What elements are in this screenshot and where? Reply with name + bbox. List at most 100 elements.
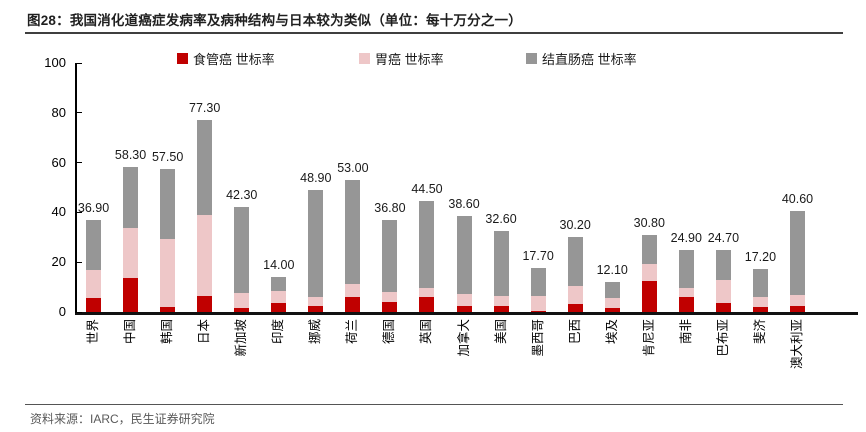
bar-segment-gastric (456, 294, 472, 306)
x-axis-category-label: 德国 (382, 319, 397, 345)
bar-total-label: 77.30 (189, 100, 221, 115)
bar-segment-gastric (678, 287, 694, 297)
bar-segment-colorectal (123, 166, 139, 228)
y-axis-tick-label: 60 (51, 154, 66, 170)
bar-segment-esophageal (456, 305, 472, 312)
bar-segment-colorectal (419, 201, 435, 288)
bar-segment-esophageal (123, 278, 139, 312)
legend-swatch-icon (359, 52, 370, 64)
x-axis-category-label: 巴西 (567, 319, 582, 345)
figure-title: 图28：我国消化道癌症发病率及病种结构与日本较为类似（单位：每十万分之一） (27, 13, 522, 28)
bar-total-label: 40.60 (781, 191, 814, 206)
x-axis-category-label: 巴布亚 (715, 319, 730, 357)
bar-total-label: 12.10 (596, 262, 628, 277)
x-axis-category-label: 英国 (419, 319, 434, 345)
bar-total-label: 14.00 (263, 258, 295, 273)
bar-segment-colorectal (752, 269, 768, 298)
bar-total-label: 48.90 (300, 171, 332, 186)
bar-segment-esophageal (641, 280, 657, 312)
bar-segment-esophageal (308, 306, 324, 312)
bar-segment-gastric (530, 296, 546, 311)
bar-segment-esophageal (419, 296, 435, 312)
bar-segment-gastric (493, 295, 509, 307)
bar-segment-esophageal (789, 306, 805, 312)
bar-segment-colorectal (641, 235, 657, 264)
y-axis-tick (75, 211, 82, 213)
legend-label: 结直肠癌 世标率 (542, 51, 637, 67)
legend-swatch-icon (177, 52, 188, 64)
bar-segment-colorectal (271, 277, 287, 291)
bar-segment-esophageal (197, 296, 213, 312)
bar-segment-gastric (123, 227, 139, 279)
bar-total-label: 24.90 (670, 230, 702, 245)
legend-swatch-icon (526, 52, 537, 64)
y-axis-tick (75, 261, 82, 263)
bar-total-label: 36.80 (374, 201, 406, 216)
bar-segment-gastric (86, 269, 102, 298)
bar-segment-gastric (567, 285, 583, 304)
bar-total-label: 44.50 (411, 182, 443, 197)
bar-segment-esophageal (530, 310, 546, 312)
bar-segment-esophageal (234, 308, 250, 312)
x-axis-category-label: 美国 (493, 319, 508, 345)
x-axis-category-label: 日本 (197, 319, 212, 345)
bar-total-label: 38.60 (448, 196, 480, 211)
stacked-bar-chart: 食管癌 世标率 胃癌 世标率 结直肠癌 世标率 0 20 40 60 80 100 36.90 世界… (0, 40, 866, 400)
bar-segment-colorectal (86, 220, 102, 270)
legend-item: 胃癌 世标率 (359, 51, 444, 67)
bar-total-label: 53.00 (337, 161, 369, 176)
bar-segment-esophageal (567, 303, 583, 312)
bar-segment-esophageal (382, 302, 398, 312)
bar-segment-colorectal (530, 267, 546, 297)
bar-segment-esophageal (345, 297, 361, 312)
bar-segment-colorectal (789, 210, 805, 296)
bar-segment-gastric (604, 298, 620, 309)
bar-segment-colorectal (197, 119, 213, 215)
x-axis-category-label: 墨西哥 (530, 319, 545, 357)
bar-segment-esophageal (86, 297, 102, 312)
footer-divider (25, 404, 843, 405)
bar-segment-colorectal (567, 236, 583, 286)
bar-total-label: 30.80 (633, 216, 665, 231)
x-axis-category-label: 韩国 (160, 319, 175, 345)
bar-segment-colorectal (604, 281, 620, 299)
y-axis-tick (75, 112, 82, 114)
x-axis-category-label: 印度 (271, 319, 286, 345)
x-axis-category-label: 新加坡 (234, 319, 249, 357)
bar-segment-esophageal (604, 308, 620, 312)
bar-total-label: 36.90 (77, 201, 110, 216)
bar-segment-colorectal (715, 250, 731, 280)
y-axis-tick (75, 62, 82, 64)
bar-total-label: 17.70 (522, 248, 554, 263)
bar-segment-colorectal (678, 249, 694, 288)
x-axis-category-label: 中国 (123, 319, 138, 345)
bar-segment-gastric (419, 287, 435, 297)
x-axis-category-label: 肯尼亚 (641, 319, 656, 357)
x-axis-category-label: 南非 (678, 319, 693, 345)
x-axis-category-label: 加拿大 (456, 319, 471, 357)
x-axis-category-label: 埃及 (604, 319, 619, 345)
bar-total-label: 17.20 (744, 250, 777, 265)
bar-segment-gastric (271, 290, 287, 303)
bar-total-label: 42.30 (226, 187, 258, 202)
bar-segment-gastric (308, 297, 324, 306)
bar-segment-colorectal (308, 190, 324, 298)
x-axis-category-label: 世界 (86, 319, 101, 345)
x-axis-category-label: 挪威 (308, 319, 323, 345)
y-axis-tick (75, 162, 82, 164)
bar-segment-gastric (234, 293, 250, 309)
y-axis-tick-label: 0 (58, 304, 66, 319)
bar-total-label: 30.20 (559, 217, 591, 232)
bar-segment-esophageal (493, 306, 509, 312)
bar-segment-gastric (641, 263, 657, 281)
bar-total-label: 57.50 (151, 149, 184, 164)
x-axis-category-label: 澳大利亚 (789, 319, 804, 370)
y-axis-tick-label: 20 (51, 254, 66, 270)
bar-segment-gastric (752, 297, 768, 307)
legend-item: 结直肠癌 世标率 (526, 51, 637, 67)
bar-segment-colorectal (234, 206, 250, 294)
bar-segment-gastric (715, 279, 731, 304)
bar-total-label: 24.70 (707, 231, 740, 246)
legend-label: 食管癌 世标率 (193, 51, 275, 67)
x-axis-line (75, 312, 858, 315)
